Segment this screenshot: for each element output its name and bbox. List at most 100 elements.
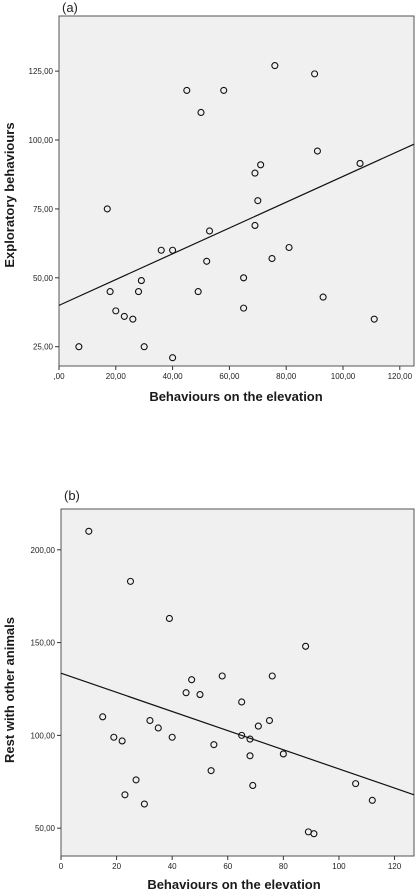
data-point (134, 288, 143, 296)
regression-line (60, 672, 415, 796)
data-point (137, 277, 145, 285)
data-point (356, 159, 364, 167)
data-point (302, 642, 310, 650)
fit-line-group-b (60, 672, 415, 796)
plot-area-a (58, 15, 415, 367)
data-point (279, 750, 287, 758)
data-point (285, 243, 293, 252)
x-tick-label: ,00 (53, 372, 65, 381)
panel-b-label: (b) (64, 488, 80, 503)
data-point (154, 724, 162, 732)
x-tick-label: 120 (388, 862, 402, 871)
regression-line (58, 143, 415, 306)
fit-line-group-a (58, 143, 415, 306)
x-tick-label: 80,00 (276, 372, 297, 381)
data-point (146, 716, 154, 725)
panel-a: (a) 25,00 50,00 75,00 100,00 125,00 ,00 20,00… (2, 0, 415, 404)
data-point (183, 86, 191, 94)
data-point (249, 781, 257, 790)
data-point (246, 752, 254, 760)
data-point (271, 62, 279, 70)
panel-a-label: (a) (62, 0, 78, 15)
data-point (129, 315, 137, 323)
y-tick-label: 100,00 (31, 731, 56, 740)
y-tick-label: 200,00 (31, 546, 56, 555)
x-axis-ticks-a: ,00 20,00 40,00 60,00 80,00 100,00 120,00 (53, 366, 413, 381)
y-axis-ticks-a: 25,00 50,00 75,00 100,00 125,00 (29, 67, 59, 352)
y-tick-label: 25,00 (33, 343, 54, 352)
data-point (169, 354, 177, 362)
data-point (132, 776, 140, 784)
data-point (85, 527, 93, 535)
data-point (370, 315, 378, 323)
data-point (254, 197, 262, 205)
data-point (238, 698, 246, 706)
y-tick-label: 100,00 (29, 136, 54, 145)
data-point (182, 689, 190, 697)
plot-area-b (60, 508, 415, 857)
data-point (168, 733, 176, 741)
data-point (246, 735, 254, 743)
data-point (238, 731, 246, 739)
y-axis-title-b: Rest with other animals (2, 617, 17, 763)
data-point (254, 722, 262, 730)
y-tick-label: 50,00 (33, 274, 54, 283)
x-tick-label: 60 (223, 862, 232, 871)
data-point (218, 672, 226, 680)
data-point (103, 205, 111, 213)
data-point (240, 304, 248, 312)
data-point (268, 254, 276, 263)
x-axis-title-a: Behaviours on the elevation (149, 389, 322, 404)
data-point (194, 288, 202, 296)
data-point (210, 741, 218, 749)
y-tick-label: 150,00 (31, 639, 56, 648)
data-point (99, 713, 107, 721)
data-point (196, 691, 204, 699)
data-point (126, 577, 135, 585)
data-point (251, 169, 259, 177)
data-point (197, 108, 205, 117)
scatter-points-b (85, 527, 376, 838)
data-point (205, 227, 214, 235)
panel-b: (b) 50,00 100,00 150,00 200,00 0 20 40 60 80 100… (2, 488, 415, 892)
data-point (120, 312, 128, 320)
x-tick-label: 100,00 (331, 372, 356, 381)
data-point (106, 288, 114, 296)
y-tick-label: 75,00 (33, 205, 54, 214)
x-tick-label: 120,00 (388, 372, 413, 381)
data-point (112, 307, 120, 315)
data-point (140, 800, 148, 808)
x-tick-label: 40 (168, 862, 177, 871)
data-point (220, 86, 228, 94)
data-point (188, 676, 196, 684)
data-point (251, 221, 259, 229)
data-point (319, 293, 327, 301)
data-point (257, 161, 265, 169)
data-point (169, 246, 177, 254)
x-tick-label: 20,00 (106, 372, 127, 381)
x-tick-label: 40,00 (163, 372, 184, 381)
data-point (268, 672, 276, 680)
y-tick-label: 50,00 (35, 824, 56, 833)
data-point (75, 343, 83, 351)
data-point (203, 257, 211, 265)
data-point (110, 733, 118, 741)
y-tick-label: 125,00 (29, 67, 54, 76)
data-point (118, 737, 126, 745)
x-tick-label: 0 (59, 862, 64, 871)
y-axis-ticks-b: 50,00 100,00 150,00 200,00 (31, 546, 61, 833)
data-point (157, 246, 165, 254)
data-point (240, 274, 248, 282)
scatter-points-a (75, 62, 378, 362)
data-point (207, 767, 215, 775)
x-tick-label: 20 (112, 862, 121, 871)
data-point (313, 147, 321, 155)
data-point (310, 830, 318, 838)
data-point (121, 791, 129, 799)
x-tick-label: 100 (332, 862, 346, 871)
data-point (368, 796, 376, 804)
x-tick-label: 60,00 (219, 372, 240, 381)
data-point (352, 780, 360, 788)
data-point (311, 70, 319, 78)
